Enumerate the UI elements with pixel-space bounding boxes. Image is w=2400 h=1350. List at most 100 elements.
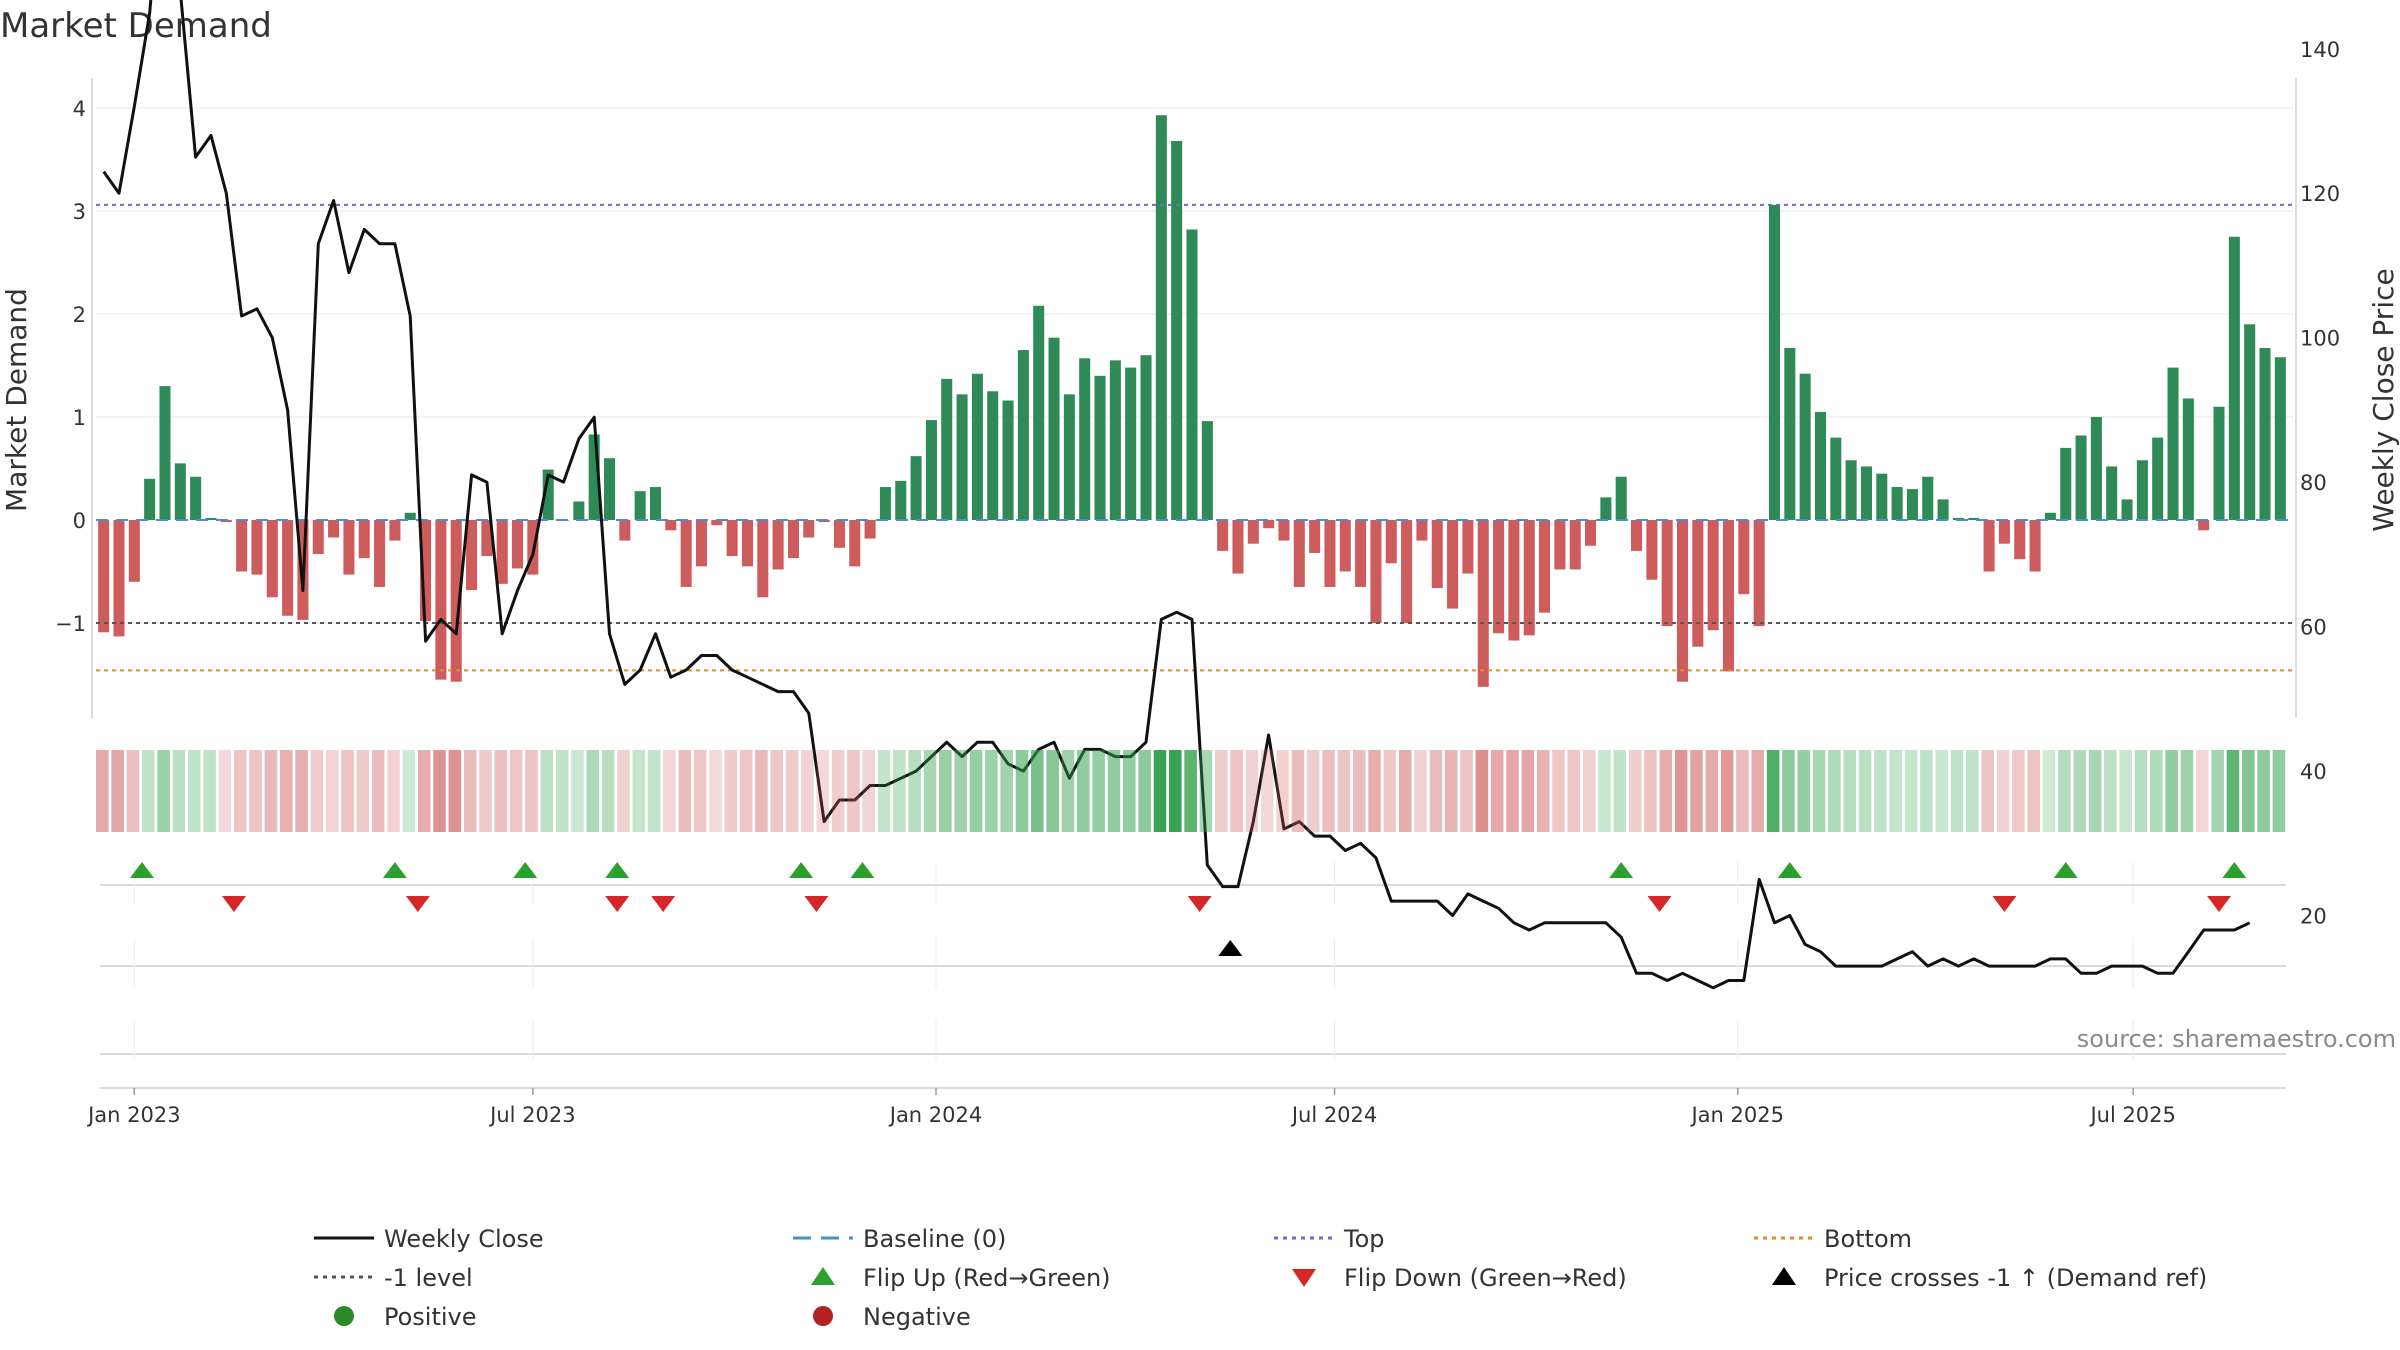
demand-bar — [1768, 204, 1781, 520]
heat-cell — [1536, 750, 1550, 832]
flip-down-marker — [405, 896, 430, 912]
heat-cell — [417, 750, 431, 832]
heat-cell — [1812, 750, 1826, 832]
flip-up-marker — [129, 862, 154, 878]
demand-bar — [2182, 398, 2194, 520]
heat-cell — [1858, 750, 1872, 832]
cross-markers — [1218, 940, 1243, 956]
y-axis-label-left: Market Demand — [0, 288, 33, 512]
demand-bar — [833, 520, 845, 548]
y-tick-right: 120 — [2300, 182, 2340, 206]
legend-item: Flip Up (Red→Green) — [811, 1264, 1111, 1292]
demand-bar — [649, 487, 662, 520]
demand-bar — [1738, 520, 1750, 595]
demand-bar — [481, 520, 493, 557]
y-tick-left: 0 — [73, 509, 86, 533]
demand-bar — [174, 463, 186, 520]
flip-up-marker — [1777, 862, 1802, 878]
demand-bar — [634, 491, 646, 520]
heat-cell — [1368, 750, 1381, 832]
flip-up-marker — [605, 862, 630, 878]
heat-cell — [96, 750, 109, 832]
demand-bar — [1186, 229, 1198, 521]
heat-cell — [1874, 750, 1887, 832]
heat-cell — [555, 750, 569, 832]
legend-label: Baseline (0) — [863, 1225, 1006, 1253]
heat-cell — [540, 750, 554, 832]
demand-bar — [251, 520, 263, 575]
flip-up-marker — [513, 862, 538, 878]
heat-cell — [371, 750, 385, 832]
demand-bar — [435, 520, 447, 680]
legend-label: Flip Down (Green→Red) — [1344, 1264, 1627, 1292]
heat-cell — [2058, 750, 2071, 832]
demand-bar — [1676, 520, 1689, 682]
heat-cell — [1582, 750, 1596, 832]
heat-cell — [632, 750, 646, 832]
demand-bar — [128, 520, 140, 582]
demand-bar — [2060, 447, 2072, 520]
heat-cell — [1828, 750, 1841, 832]
flip-up-marker — [382, 862, 407, 878]
heat-cell — [985, 750, 998, 832]
heat-cell — [785, 750, 799, 832]
demand-bar — [404, 512, 416, 520]
demand-bar — [1109, 360, 1121, 520]
y-tick-left: 3 — [73, 200, 86, 224]
heat-cell — [755, 750, 768, 832]
heat-cell — [2042, 750, 2056, 832]
demand-bar — [680, 520, 692, 587]
demand-bar — [1339, 520, 1351, 572]
demand-bar — [603, 458, 616, 520]
demand-bar — [588, 434, 600, 520]
heat-cell — [187, 750, 201, 832]
heat-cell — [1184, 750, 1197, 832]
demand-bar — [450, 520, 462, 682]
heat-cell — [2272, 750, 2286, 832]
heat-cell — [693, 750, 707, 832]
demand-bar — [818, 520, 830, 523]
demand-bar — [741, 520, 753, 567]
y-tick-right: 40 — [2300, 760, 2327, 784]
x-tick-label: Jan 2025 — [1689, 1103, 1784, 1127]
heat-cell — [218, 750, 232, 832]
demand-bar — [1048, 337, 1060, 520]
heat-cell — [923, 750, 937, 832]
demand-bar — [1814, 411, 1826, 520]
demand-bar — [1171, 140, 1183, 520]
demand-bar — [2014, 520, 2026, 560]
heat-cell — [1337, 750, 1351, 832]
demand-bar — [1416, 520, 1428, 541]
flip-down-marker — [804, 896, 829, 912]
heat-cell — [1061, 750, 1075, 832]
legend-circle-icon — [813, 1306, 833, 1326]
heat-cell — [172, 750, 186, 832]
heat-cell — [1460, 750, 1473, 832]
demand-bar — [374, 520, 386, 587]
heat-cell — [1015, 750, 1029, 832]
demand-bar — [1033, 305, 1045, 520]
demand-bar — [956, 394, 968, 520]
heat-cell — [1398, 750, 1412, 832]
legend-label: Flip Up (Red→Green) — [863, 1264, 1111, 1292]
heat-cell — [2150, 750, 2163, 832]
y-tick-left: 1 — [73, 406, 86, 430]
y-tick-left: 2 — [73, 303, 86, 327]
heat-cell — [770, 750, 784, 832]
heat-cell — [1475, 750, 1489, 832]
flip-up-marker — [2053, 862, 2078, 878]
heat-cell — [816, 750, 830, 832]
y-tick-left: 4 — [73, 97, 86, 121]
demand-bar — [1278, 520, 1290, 541]
demand-bar — [2228, 236, 2240, 520]
demand-bar — [695, 520, 708, 567]
heat-cell — [1598, 750, 1611, 832]
y-tick-right: 140 — [2300, 38, 2340, 62]
heat-cell — [509, 750, 523, 832]
heat-cell — [1490, 750, 1504, 832]
demand-bar — [2075, 435, 2087, 520]
heat-cell — [1690, 750, 1703, 832]
legend-triangle-up-icon — [1772, 1267, 1796, 1285]
demand-bar — [190, 476, 202, 520]
demand-bar — [2121, 499, 2133, 520]
